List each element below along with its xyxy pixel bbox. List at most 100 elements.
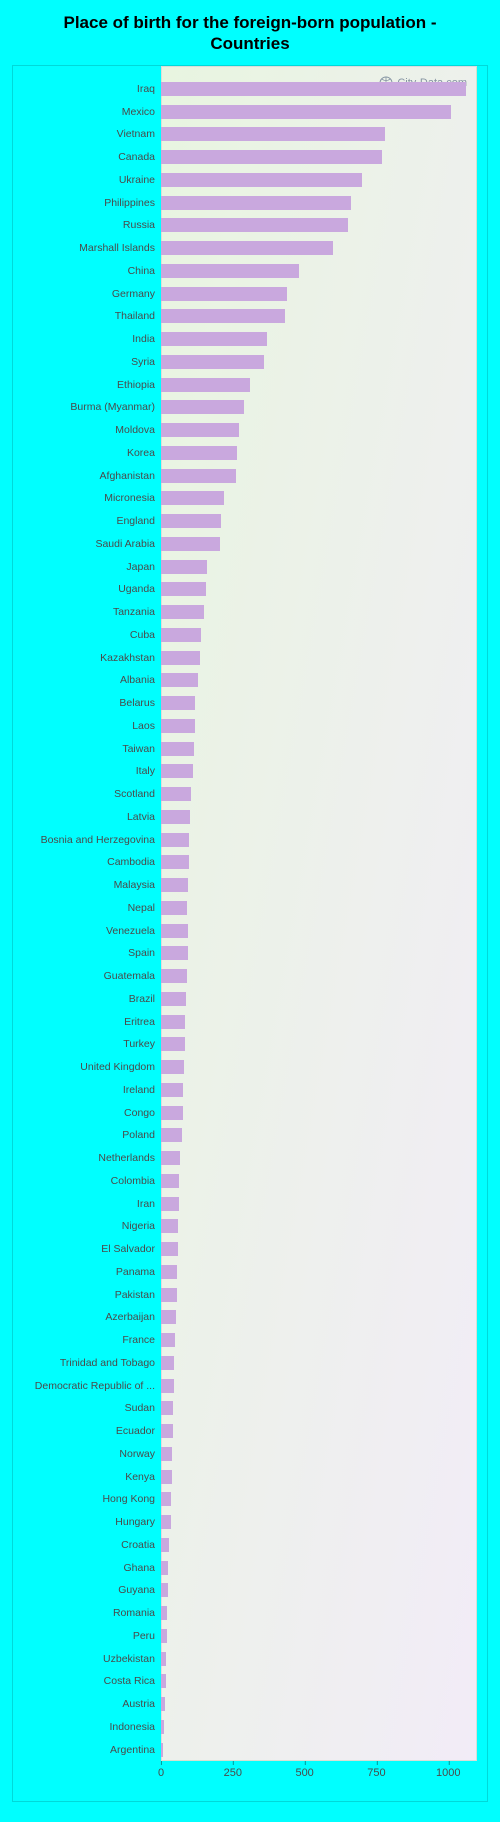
page: Place of birth for the foreign-born popu… (0, 0, 500, 1822)
bar-row (161, 988, 477, 1011)
y-label: Russia (13, 214, 155, 237)
y-label: India (13, 328, 155, 351)
bar (161, 719, 195, 733)
y-label: Peru (13, 1625, 155, 1648)
y-label: Guatemala (13, 965, 155, 988)
bar-row (161, 442, 477, 465)
bar-row (161, 1488, 477, 1511)
y-label: Korea (13, 442, 155, 465)
chart: IraqMexicoVietnamCanadaUkrainePhilippine… (12, 65, 488, 1803)
bar (161, 764, 193, 778)
bar (161, 1015, 185, 1029)
y-label: Belarus (13, 692, 155, 715)
bar (161, 1083, 183, 1097)
y-label: Marshall Islands (13, 237, 155, 260)
bar (161, 1492, 171, 1506)
bar (161, 742, 194, 756)
bar-row (161, 1716, 477, 1739)
bar (161, 1515, 171, 1529)
y-label: Germany (13, 282, 155, 305)
y-label: Guyana (13, 1579, 155, 1602)
bar (161, 355, 264, 369)
bar-row (161, 897, 477, 920)
bar-row (161, 373, 477, 396)
bar-row (161, 1101, 477, 1124)
bar (161, 423, 239, 437)
bar (161, 491, 224, 505)
bar-row (161, 1602, 477, 1625)
bar (161, 1720, 164, 1734)
y-label: El Salvador (13, 1238, 155, 1261)
y-label: Taiwan (13, 737, 155, 760)
y-label: Sudan (13, 1397, 155, 1420)
bar (161, 173, 362, 187)
bar (161, 1333, 175, 1347)
y-label: Pakistan (13, 1283, 155, 1306)
bar-row (161, 646, 477, 669)
y-label: Hong Kong (13, 1488, 155, 1511)
y-label: Bosnia and Herzegovina (13, 828, 155, 851)
y-label: Ghana (13, 1556, 155, 1579)
bar-row (161, 260, 477, 283)
chart-title: Place of birth for the foreign-born popu… (30, 12, 470, 55)
bar (161, 833, 189, 847)
y-label: Trinidad and Tobago (13, 1352, 155, 1375)
bar (161, 1629, 167, 1643)
y-label: Cambodia (13, 851, 155, 874)
y-label: Netherlands (13, 1147, 155, 1170)
y-label: Italy (13, 760, 155, 783)
bar-row (161, 1534, 477, 1557)
bar (161, 150, 382, 164)
bar (161, 1447, 172, 1461)
bar (161, 127, 385, 141)
y-label: Uganda (13, 578, 155, 601)
bar-row (161, 1056, 477, 1079)
y-label: Ethiopia (13, 373, 155, 396)
bar (161, 446, 237, 460)
bar-row (161, 1329, 477, 1352)
bar-row (161, 510, 477, 533)
bar (161, 628, 201, 642)
y-label: France (13, 1329, 155, 1352)
y-label: China (13, 260, 155, 283)
y-label: Costa Rica (13, 1670, 155, 1693)
bar (161, 1561, 168, 1575)
y-label: Iran (13, 1192, 155, 1215)
y-label: England (13, 510, 155, 533)
bar-row (161, 1192, 477, 1215)
bar-row (161, 874, 477, 897)
bar-row (161, 100, 477, 123)
bar-row (161, 1147, 477, 1170)
bar-row (161, 1465, 477, 1488)
y-label: Democratic Republic of ... (13, 1374, 155, 1397)
bar (161, 1265, 177, 1279)
bars-container (161, 78, 477, 1762)
bar-row (161, 328, 477, 351)
bar (161, 264, 299, 278)
x-tick: 1000 (436, 1761, 460, 1779)
y-label: Romania (13, 1602, 155, 1625)
y-label: Philippines (13, 191, 155, 214)
bar (161, 241, 333, 255)
bar-row (161, 942, 477, 965)
y-label: Nigeria (13, 1215, 155, 1238)
bar (161, 946, 188, 960)
y-label: Vietnam (13, 123, 155, 146)
bar (161, 582, 206, 596)
bar (161, 1060, 184, 1074)
bar (161, 696, 195, 710)
bar-row (161, 1124, 477, 1147)
y-label: Malaysia (13, 874, 155, 897)
bar-row (161, 123, 477, 146)
bar-row (161, 1010, 477, 1033)
bar (161, 1197, 179, 1211)
bar (161, 332, 267, 346)
y-label: Ukraine (13, 169, 155, 192)
y-label: Uzbekistan (13, 1647, 155, 1670)
bar-row (161, 533, 477, 556)
bar-row (161, 464, 477, 487)
bar-row (161, 1261, 477, 1284)
bar (161, 924, 188, 938)
y-label: Cuba (13, 624, 155, 647)
bar (161, 1674, 166, 1688)
